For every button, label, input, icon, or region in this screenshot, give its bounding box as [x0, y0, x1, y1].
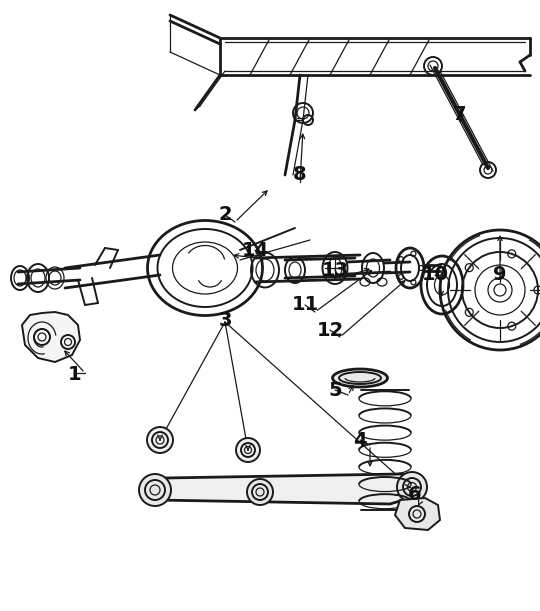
Polygon shape — [22, 312, 80, 362]
Circle shape — [139, 474, 171, 506]
Text: 12: 12 — [316, 321, 343, 340]
Text: 8: 8 — [293, 166, 307, 185]
Circle shape — [247, 479, 273, 505]
Circle shape — [236, 438, 260, 462]
Text: 5: 5 — [328, 381, 342, 400]
Text: 11: 11 — [292, 296, 319, 315]
Ellipse shape — [333, 369, 388, 387]
Text: 14: 14 — [241, 241, 268, 260]
Text: 4: 4 — [353, 431, 367, 450]
Circle shape — [147, 427, 173, 453]
Text: 3: 3 — [218, 310, 232, 329]
Text: 1: 1 — [68, 365, 82, 384]
Text: 2: 2 — [218, 205, 232, 224]
Text: 6: 6 — [408, 486, 422, 505]
Text: 10: 10 — [422, 266, 449, 285]
Polygon shape — [395, 498, 440, 530]
Polygon shape — [150, 474, 425, 504]
Text: 13: 13 — [321, 260, 348, 279]
Text: 9: 9 — [493, 266, 507, 285]
Text: 7: 7 — [453, 106, 467, 125]
Circle shape — [397, 472, 427, 502]
